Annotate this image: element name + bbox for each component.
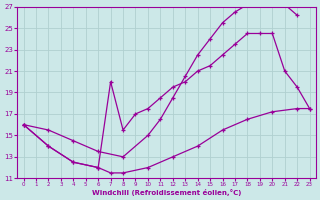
X-axis label: Windchill (Refroidissement éolien,°C): Windchill (Refroidissement éolien,°C) — [92, 189, 241, 196]
